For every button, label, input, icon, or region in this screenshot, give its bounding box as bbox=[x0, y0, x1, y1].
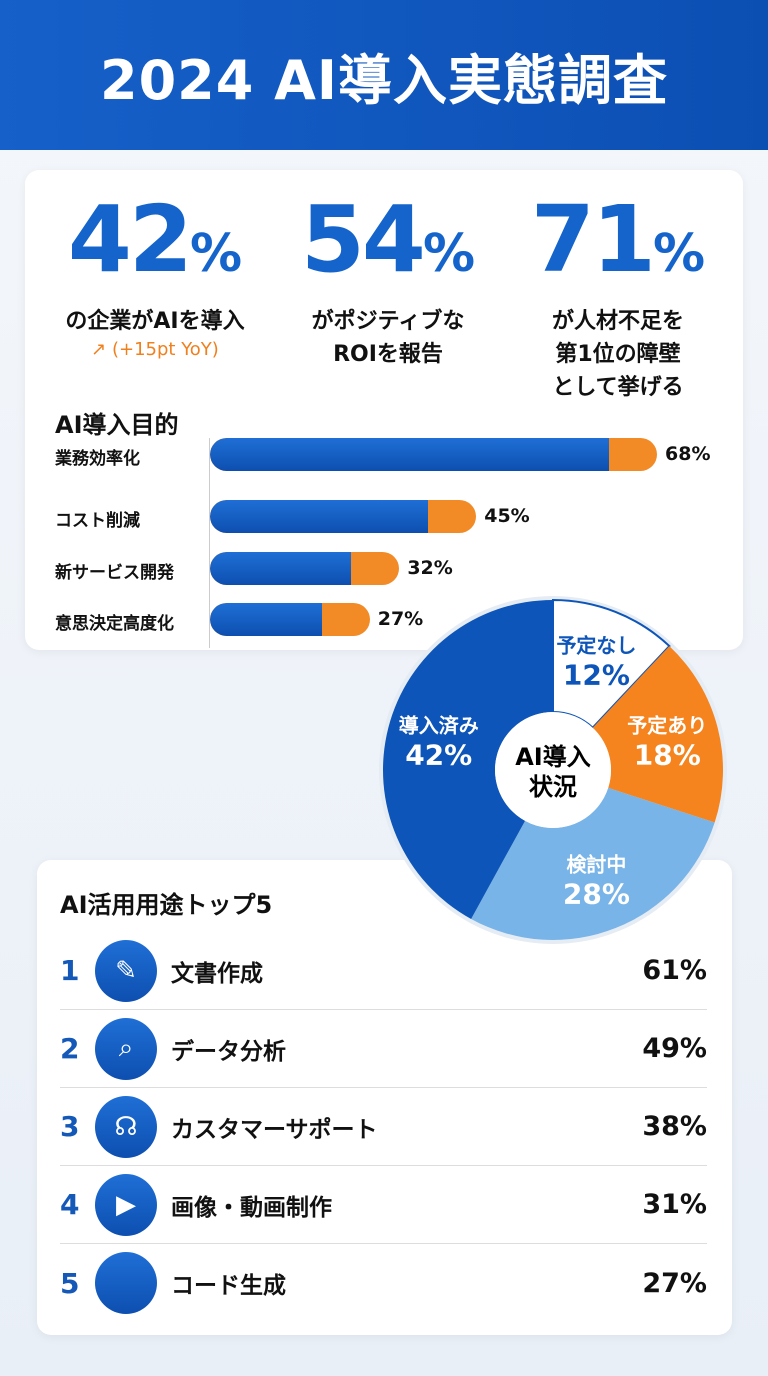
use-percent: 38% bbox=[642, 1111, 707, 1142]
kpi-trend: ↗ (+15pt YoY) bbox=[91, 339, 219, 360]
donut-slice-2 bbox=[471, 787, 715, 940]
headset-icon: ☊ bbox=[95, 1095, 157, 1158]
use-percent: 49% bbox=[642, 1033, 707, 1064]
kpi-desc: 第1位の障壁 bbox=[555, 342, 681, 367]
kpi-unit: % bbox=[189, 224, 243, 284]
bar-1 bbox=[210, 500, 477, 533]
bar-label: コスト削減 bbox=[55, 511, 140, 531]
kpi-desc: がポジティブな bbox=[311, 309, 465, 334]
kpi-value: 54 bbox=[300, 186, 426, 293]
header: 2024 AI導入実態調査 bbox=[0, 0, 768, 150]
bar-axis bbox=[209, 438, 210, 648]
slice-value: 12% bbox=[563, 658, 630, 691]
kpi-talent: 71% が人材不足を 第1位の障壁 として挙げる bbox=[498, 190, 738, 403]
bar-value-label: 27% bbox=[377, 608, 424, 630]
rank: 5 bbox=[60, 1266, 80, 1300]
kpi-desc: が人材不足を bbox=[551, 309, 684, 334]
list-item: 4 ▶ 画像・動画制作 31% bbox=[60, 1166, 707, 1244]
slice-value: 42% bbox=[405, 739, 472, 772]
bar-value-label: 45% bbox=[484, 505, 530, 527]
kpi-unit: % bbox=[652, 224, 706, 284]
kpi-roi: 54% がポジティブな ROIを報告 bbox=[268, 190, 508, 370]
bar-label: 意思決定高度化 bbox=[55, 614, 174, 634]
document-edit-icon: ✎ bbox=[95, 939, 157, 1002]
bar-fill bbox=[210, 500, 429, 533]
kpi-value: 71 bbox=[530, 186, 656, 293]
kpi-desc: として挙げる bbox=[552, 375, 684, 400]
kpi-adoption: 42% の企業がAIを導入 ↗ (+15pt YoY) bbox=[35, 190, 275, 361]
bar-fill bbox=[210, 603, 322, 636]
kpi-desc: ROIを報告 bbox=[333, 342, 443, 367]
bar-2 bbox=[210, 552, 400, 585]
use-name: 文書作成 bbox=[171, 960, 263, 987]
bar-value-label: 68% bbox=[665, 443, 711, 465]
list-item: 1 ✎ 文書作成 61% bbox=[60, 932, 707, 1010]
use-name: コード生成 bbox=[171, 1273, 286, 1299]
rank: 2 bbox=[60, 1032, 80, 1065]
bar-label: 業務効率化 bbox=[55, 449, 140, 469]
data-analysis-icon: ⌕ bbox=[95, 1017, 157, 1080]
donut-slice-1 bbox=[592, 646, 723, 823]
bar-0 bbox=[210, 438, 657, 471]
bar-fill bbox=[210, 438, 609, 471]
use-name: 画像・動画制作 bbox=[171, 1194, 332, 1221]
bar-chart-title: AI導入目的 bbox=[55, 411, 179, 439]
use-name: データ分析 bbox=[171, 1038, 286, 1065]
slice-value: 28% bbox=[563, 878, 630, 911]
kpi-unit: % bbox=[422, 224, 476, 284]
bar-label: 新サービス開発 bbox=[55, 563, 174, 583]
top-uses-title: AI活用用途トップ5 bbox=[60, 891, 273, 919]
donut-slice-3 bbox=[383, 600, 553, 919]
use-percent: 31% bbox=[642, 1189, 707, 1220]
page-title: 2024 AI導入実態調査 bbox=[100, 48, 668, 112]
bar-fill bbox=[210, 552, 352, 585]
list-item: 2 ⌕ データ分析 49% bbox=[60, 1010, 707, 1088]
slice-value: 18% bbox=[634, 739, 701, 772]
donut-center-title-line2: 状況 bbox=[529, 773, 577, 801]
kpi-desc: の企業がAIを導入 bbox=[65, 309, 245, 334]
bar-3 bbox=[210, 603, 370, 636]
slice-label: 導入済み bbox=[399, 714, 479, 738]
rank: 3 bbox=[60, 1110, 80, 1143]
top-uses-card: AI活用用途トップ5 1 ✎ 文書作成 61% 2 ⌕ データ分析 49% 3 … bbox=[37, 860, 732, 1335]
code-icon bbox=[95, 1252, 157, 1314]
slice-label: 予定あり bbox=[627, 714, 707, 738]
rank: 1 bbox=[60, 954, 80, 987]
rank: 4 bbox=[60, 1188, 80, 1221]
slice-label: 予定なし bbox=[556, 633, 636, 657]
slice-label: 検討中 bbox=[566, 853, 626, 877]
use-percent: 27% bbox=[642, 1267, 707, 1299]
kpi-value: 42 bbox=[67, 186, 193, 293]
list-item: 3 ☊ カスタマーサポート 38% bbox=[60, 1088, 707, 1166]
image-video-icon: ▶ bbox=[95, 1173, 157, 1236]
donut-center-title: AI導入 bbox=[515, 743, 591, 771]
donut-center bbox=[495, 712, 611, 828]
list-item: 5 コード生成 27% bbox=[60, 1244, 707, 1322]
use-percent: 61% bbox=[642, 955, 707, 986]
use-name: カスタマーサポート bbox=[171, 1116, 378, 1143]
bar-value-label: 32% bbox=[407, 557, 453, 579]
